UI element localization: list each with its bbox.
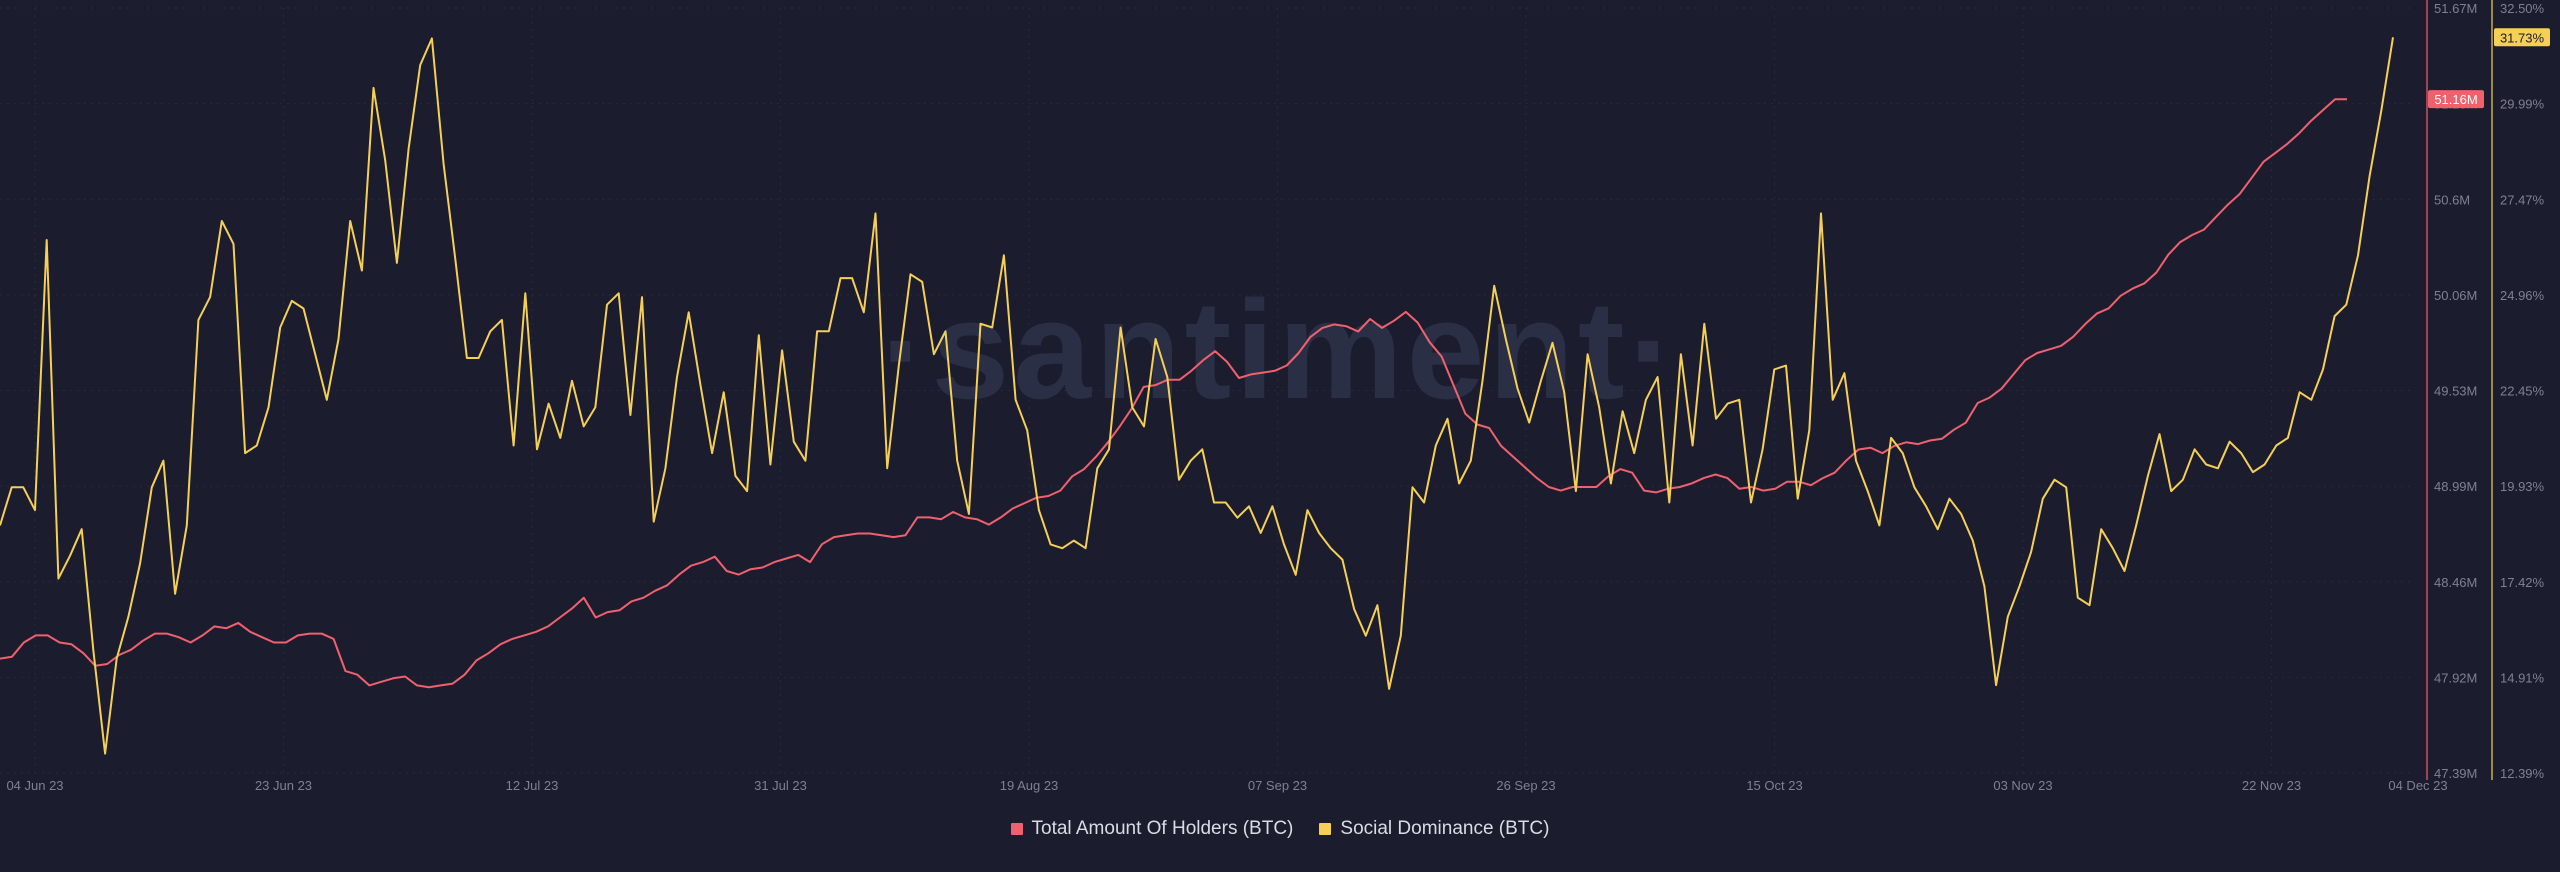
y-tick-label-holders: 47.92M xyxy=(2434,670,2477,685)
y-tick-label-holders: 49.53M xyxy=(2434,384,2477,399)
x-tick-label: 04 Jun 23 xyxy=(6,778,63,793)
y-tick-label-social: 17.42% xyxy=(2500,575,2545,590)
x-tick-label: 12 Jul 23 xyxy=(506,778,559,793)
legend: Total Amount Of Holders (BTC) Social Dom… xyxy=(0,818,2560,840)
series-line-social xyxy=(0,37,2394,755)
y-tick-label-holders: 48.46M xyxy=(2434,575,2477,590)
y-tick-label-social: 14.91% xyxy=(2500,670,2545,685)
last-value-badge-holders xyxy=(2428,90,2484,109)
y-tick-label-social: 24.96% xyxy=(2500,288,2545,303)
last-value-badge-social xyxy=(2494,28,2550,47)
series-layer xyxy=(0,37,2394,755)
x-tick-label: 19 Aug 23 xyxy=(1000,778,1059,793)
y-tick-label-social: 32.50% xyxy=(2500,1,2545,16)
y-tick-label-social: 29.99% xyxy=(2500,97,2545,112)
last-value-label-social: 31.73% xyxy=(2500,30,2545,45)
y-tick-label-social: 12.39% xyxy=(2500,766,2545,781)
x-tick-label: 03 Nov 23 xyxy=(1993,778,2052,793)
y-tick-label-social: 27.47% xyxy=(2500,192,2545,207)
x-tick-label: 07 Sep 23 xyxy=(1248,778,1307,793)
x-tick-label: 23 Jun 23 xyxy=(255,778,312,793)
x-tick-label: 26 Sep 23 xyxy=(1496,778,1555,793)
grid-layer xyxy=(0,7,2415,774)
axis-layer: 51.67M32.50%51.13M29.99%50.6M27.47%50.06… xyxy=(6,0,2550,793)
x-tick-label: 22 Nov 23 xyxy=(2242,778,2301,793)
legend-item-holders[interactable]: Total Amount Of Holders (BTC) xyxy=(1010,818,1294,840)
legend-label-holders: Total Amount Of Holders (BTC) xyxy=(1031,818,1294,839)
y-tick-label-social: 22.45% xyxy=(2500,384,2545,399)
y-tick-label-holders: 51.67M xyxy=(2434,1,2477,16)
y-tick-label-social: 19.93% xyxy=(2500,479,2545,494)
y-tick-label-holders: 50.06M xyxy=(2434,288,2477,303)
legend-item-social[interactable]: Social Dominance (BTC) xyxy=(1319,818,1549,840)
y-tick-label-holders: 48.99M xyxy=(2434,479,2477,494)
x-tick-label: 04 Dec 23 xyxy=(2388,778,2447,793)
y-tick-label-holders: 47.39M xyxy=(2434,766,2477,781)
watermark: ·santiment· xyxy=(881,271,1679,428)
legend-swatch-social xyxy=(1319,823,1332,835)
x-tick-label: 15 Oct 23 xyxy=(1746,778,1802,793)
series-line-holders xyxy=(0,98,2347,689)
last-value-label-holders: 51.16M xyxy=(2434,92,2477,107)
x-tick-label: 31 Jul 23 xyxy=(754,778,807,793)
legend-swatch-holders xyxy=(1010,823,1023,835)
y-tick-label-holders: 50.6M xyxy=(2434,192,2470,207)
legend-label-social: Social Dominance (BTC) xyxy=(1340,818,1550,839)
